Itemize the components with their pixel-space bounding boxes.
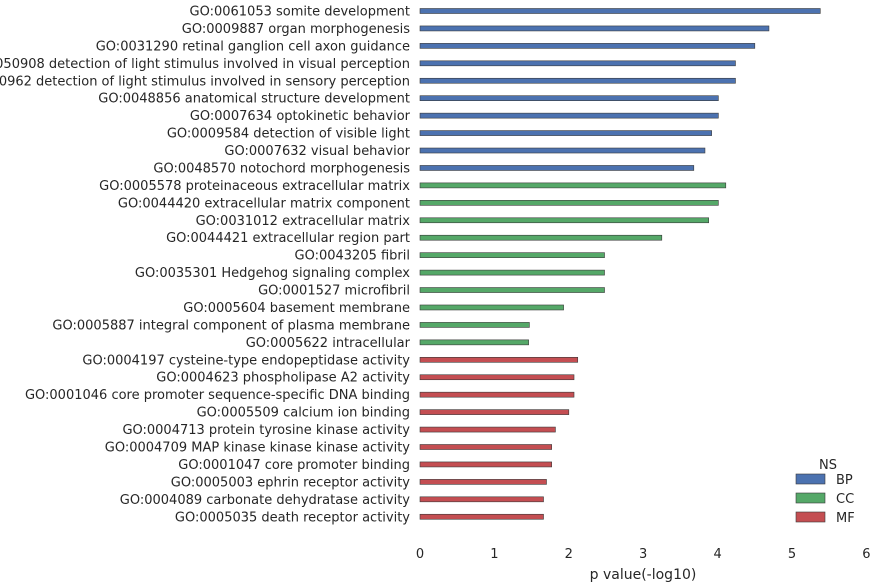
category-label: GO:0004089 carbonate dehydratase activit… xyxy=(120,493,411,508)
category-label: GO:0004197 cysteine-type endopeptidase a… xyxy=(82,353,410,368)
bar xyxy=(419,374,575,381)
category-labels: GO:0061053 somite development GO:0009887 … xyxy=(0,5,411,526)
category-label: GO:0001046 core promoter sequence-specif… xyxy=(25,388,410,403)
bar xyxy=(419,322,530,328)
x-axis-title: p value(-log10) xyxy=(590,567,697,583)
bar xyxy=(419,269,605,276)
bar xyxy=(419,147,706,154)
category-label: GO:0009887 organ morphogenesis xyxy=(182,22,410,37)
x-tick-label: 1 xyxy=(490,547,498,562)
x-tick-label: 0 xyxy=(416,547,424,562)
bar xyxy=(419,287,605,293)
bar xyxy=(419,77,736,84)
bar xyxy=(419,60,736,67)
category-label: GO:0050962 detection of light stimulus i… xyxy=(0,74,410,89)
category-label: GO:0004623 phospholipase A2 activity xyxy=(156,371,410,386)
bar xyxy=(419,112,719,119)
category-label: GO:0005887 integral component of plasma … xyxy=(52,318,410,333)
category-label: GO:0004709 MAP kinase kinase kinase acti… xyxy=(105,441,411,456)
category-label: GO:0044420 extracellular matrix componen… xyxy=(118,196,410,211)
category-label: GO:0031290 retinal ganglion cell axon gu… xyxy=(96,39,410,54)
category-label: GO:0005622 intracellular xyxy=(246,336,411,351)
legend-label-cc: CC xyxy=(836,492,854,507)
bar xyxy=(419,182,727,189)
legend-label-bp: BP xyxy=(836,473,853,488)
bar xyxy=(419,461,552,468)
bar xyxy=(419,217,709,224)
bar xyxy=(419,356,579,363)
x-axis-ticks: 0 1 2 3 4 5 6 xyxy=(416,547,871,562)
category-label: GO:0048856 anatomical structure developm… xyxy=(98,92,410,107)
bar xyxy=(419,304,564,311)
x-tick-label: 6 xyxy=(862,547,870,562)
category-label: GO:0031012 extracellular matrix xyxy=(196,214,411,229)
bar xyxy=(419,339,529,346)
legend: NS BP CC MF xyxy=(795,458,855,526)
category-label: GO:0004713 protein tyrosine kinase activ… xyxy=(122,423,410,438)
category-label: GO:0005578 proteinaceous extracellular m… xyxy=(99,179,410,194)
bar xyxy=(419,391,575,398)
category-label: GO:0061053 somite development xyxy=(190,5,410,20)
legend-swatch-cc xyxy=(795,492,826,504)
category-label: GO:0043205 fibril xyxy=(295,249,411,264)
bar xyxy=(419,43,756,49)
bar xyxy=(419,252,605,258)
legend-label-mf: MF xyxy=(836,511,855,526)
bar xyxy=(419,479,547,485)
category-label: GO:0005604 basement membrane xyxy=(183,301,410,316)
x-tick-label: 4 xyxy=(713,547,721,562)
category-label: GO:0044421 extracellular region part xyxy=(166,231,410,246)
category-label: GO:0035301 Hedgehog signaling complex xyxy=(135,266,410,281)
bar xyxy=(419,8,821,14)
legend-title: NS xyxy=(819,458,837,473)
category-label: GO:0050908 detection of light stimulus i… xyxy=(0,57,410,72)
category-label: GO:0007632 visual behavior xyxy=(224,144,410,159)
legend-items: BP CC MF xyxy=(795,473,855,526)
category-label: GO:0009584 detection of visible light xyxy=(167,127,410,142)
bar xyxy=(419,444,552,450)
x-tick-label: 3 xyxy=(639,547,647,562)
x-tick-label: 2 xyxy=(565,547,573,562)
category-label: GO:0048570 notochord morphogenesis xyxy=(153,161,410,176)
category-label: GO:0001527 microfibril xyxy=(258,284,410,299)
bars-layer xyxy=(419,8,821,520)
category-label: GO:0005509 calcium ion binding xyxy=(197,406,410,421)
bar xyxy=(419,95,719,101)
bar xyxy=(419,25,770,32)
bar xyxy=(419,234,663,241)
bar xyxy=(419,200,719,206)
category-label: GO:0007634 optokinetic behavior xyxy=(190,109,411,124)
category-label: GO:0005003 ephrin receptor activity xyxy=(171,475,411,490)
legend-swatch-bp xyxy=(795,473,826,485)
legend-swatch-mf xyxy=(795,511,826,523)
bar xyxy=(419,496,544,503)
category-label: GO:0005035 death receptor activity xyxy=(175,510,410,525)
bar xyxy=(419,513,544,520)
bar xyxy=(419,165,695,171)
bar xyxy=(419,426,556,433)
bar xyxy=(419,130,712,136)
category-label: GO:0001047 core promoter binding xyxy=(178,458,410,473)
x-tick-label: 5 xyxy=(788,547,796,562)
bar xyxy=(419,409,570,415)
